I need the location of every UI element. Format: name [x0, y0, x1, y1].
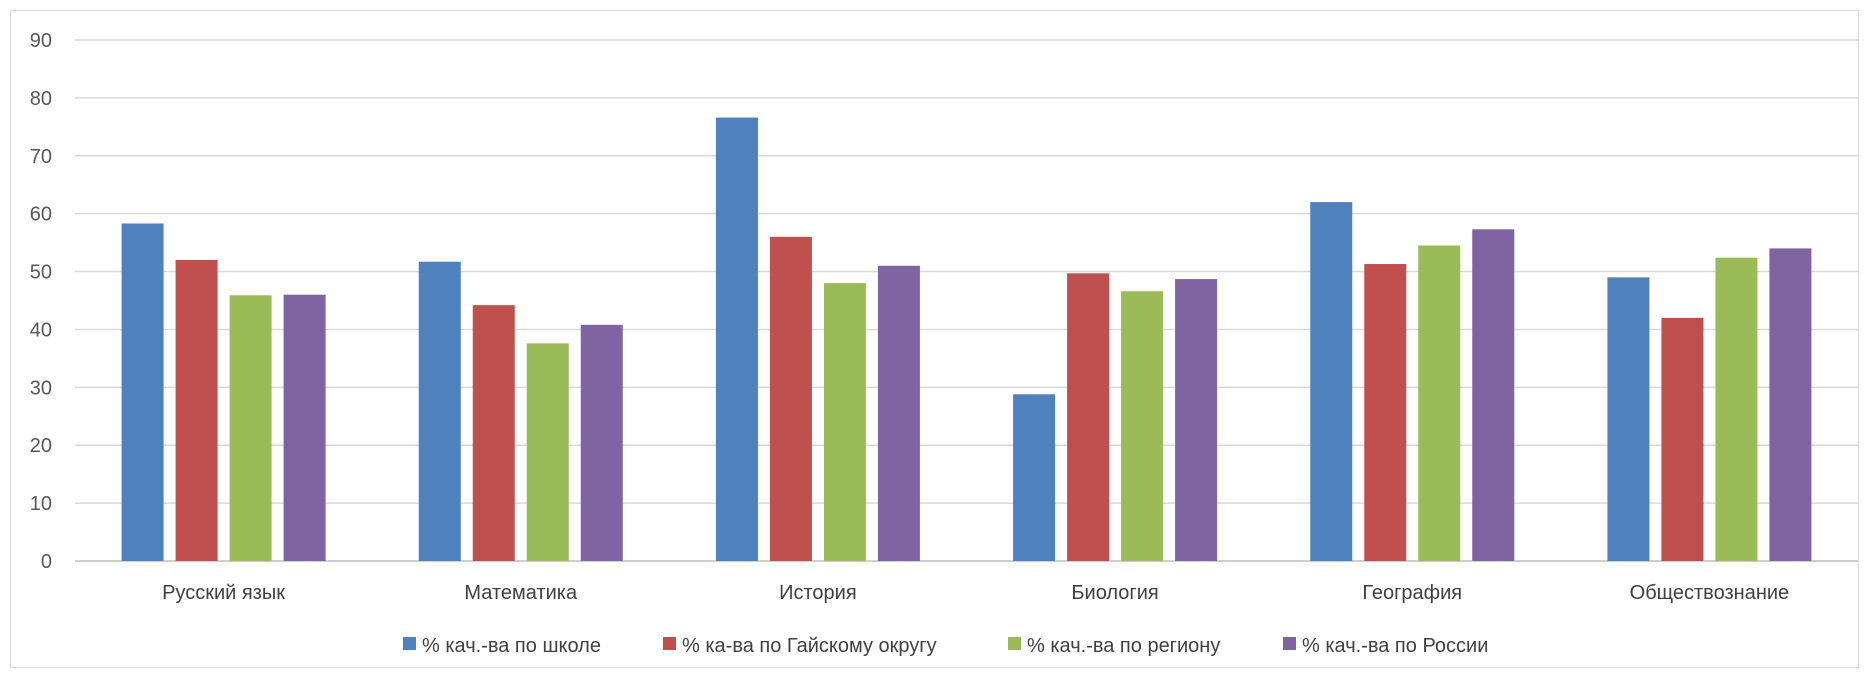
bar-4-4	[1175, 279, 1218, 561]
bar-1-1	[121, 223, 164, 561]
bar-4-2	[580, 324, 623, 561]
legend-swatch	[1283, 637, 1296, 650]
y-tick-label: 60	[30, 204, 52, 226]
bar-1-5	[1310, 202, 1353, 562]
y-tick-label: 50	[30, 262, 52, 284]
legend-swatch	[1008, 637, 1021, 650]
bar-2-1	[175, 259, 218, 561]
bar-3-6	[1715, 257, 1758, 561]
y-tick-label: 0	[41, 551, 52, 573]
bar-3-5	[1418, 245, 1461, 561]
y-tick-label: 90	[30, 30, 52, 52]
bar-2-3	[769, 236, 812, 562]
bar-3-2	[526, 343, 569, 561]
legend-label: % кач.-ва по России	[1302, 635, 1488, 657]
bar-2-6	[1661, 317, 1704, 561]
x-axis: Русский язык Математика История Биология Гео…	[162, 582, 1789, 604]
bar-1-3	[715, 117, 758, 562]
x-category-label: Биология	[1071, 582, 1158, 604]
y-tick-label: 20	[30, 435, 52, 457]
bar-2-5	[1364, 264, 1407, 561]
x-category-label: Обществознание	[1630, 582, 1790, 604]
y-tick-label: 80	[30, 88, 52, 110]
legend-swatch	[663, 637, 676, 650]
y-axis: 0 10 20 30 40 50 60 70 80 90	[30, 30, 52, 573]
x-category-label: История	[779, 582, 857, 604]
bars	[121, 117, 1812, 562]
bar-3-4	[1121, 291, 1164, 561]
bar-2-2	[472, 305, 515, 561]
legend-swatch	[403, 637, 416, 650]
bar-1-6	[1607, 277, 1650, 561]
x-category-label: Русский язык	[162, 582, 285, 604]
bar-4-5	[1472, 229, 1515, 561]
bar-4-6	[1769, 248, 1812, 561]
bar-1-2	[418, 261, 461, 561]
bar-4-3	[877, 265, 920, 561]
bar-1-4	[1013, 394, 1056, 561]
bar-4-1	[283, 294, 326, 561]
y-tick-label: 30	[30, 377, 52, 399]
x-category-label: География	[1362, 582, 1462, 604]
bar-2-4	[1067, 273, 1110, 561]
y-tick-label: 10	[30, 493, 52, 515]
y-tick-label: 70	[30, 146, 52, 168]
x-category-label: Математика	[464, 582, 578, 604]
gridlines	[75, 39, 1858, 562]
legend-label: % кач.-ва по региону	[1027, 635, 1220, 657]
legend: % кач.-ва по школе % ка-ва по Гайскому ок…	[403, 635, 1488, 657]
y-tick-label: 40	[30, 319, 52, 341]
legend-label: % ка-ва по Гайскому округу	[682, 635, 937, 657]
legend-label: % кач.-ва по школе	[422, 635, 601, 657]
bar-3-3	[823, 283, 866, 561]
bar-3-1	[229, 295, 272, 561]
